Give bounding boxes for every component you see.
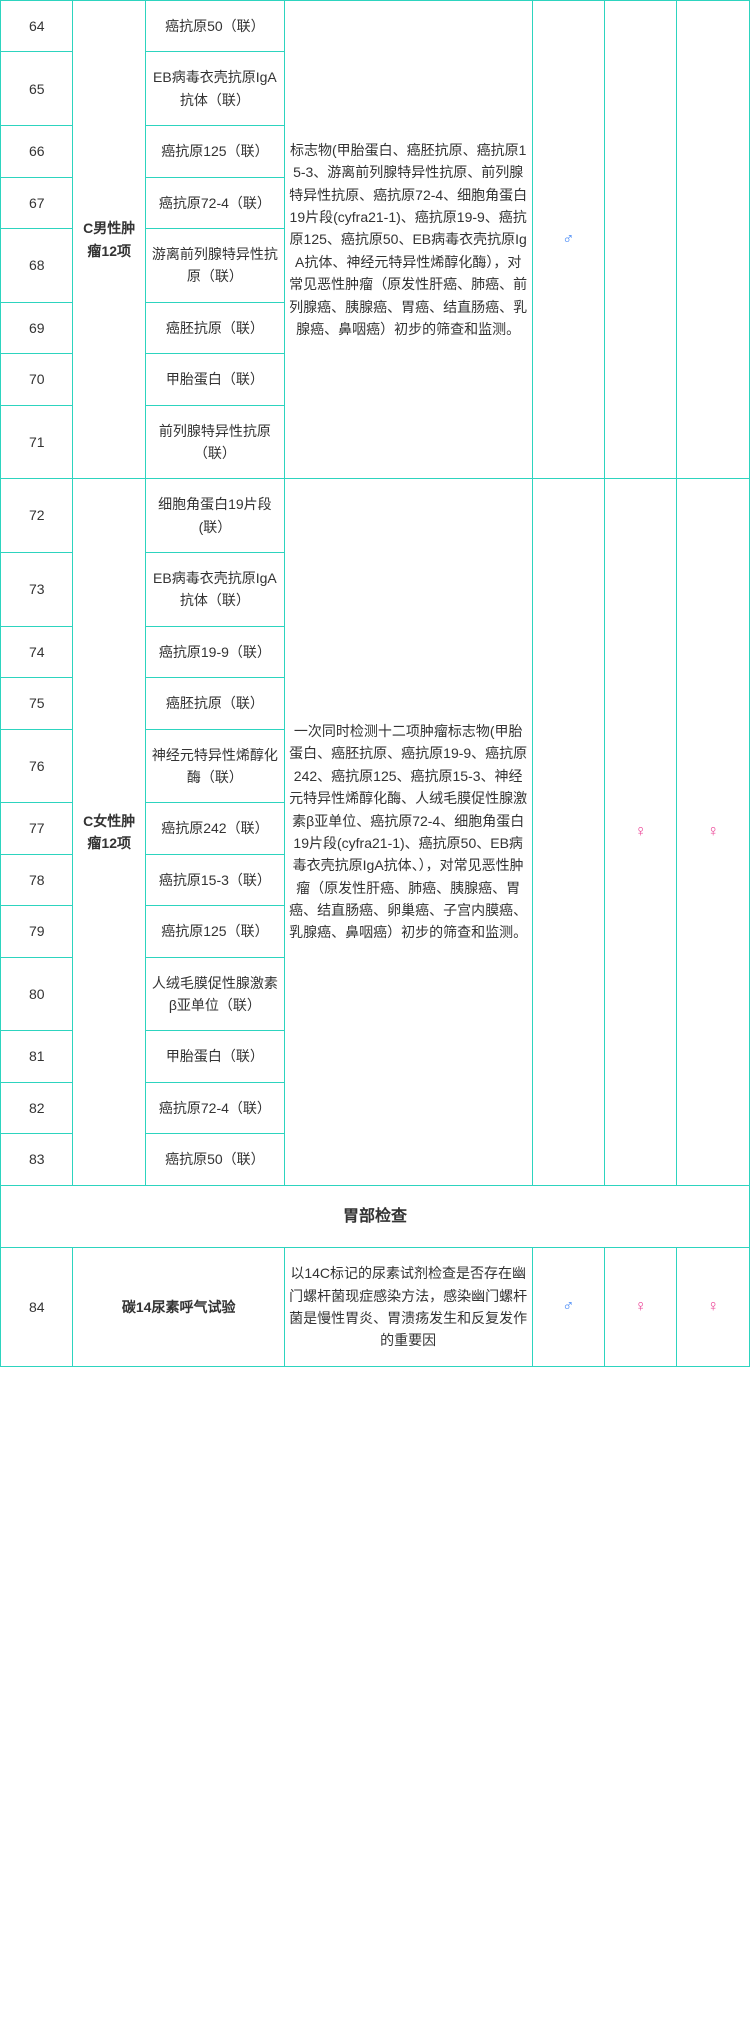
female-icon: ♀ <box>677 479 750 1185</box>
row-number: 81 <box>1 1031 73 1082</box>
male-icon: ♂ <box>532 1 604 479</box>
row-number: 68 <box>1 228 73 302</box>
table-row: 64 C男性肿瘤12项 癌抗原50（联） 标志物(甲胎蛋白、癌胚抗原、癌抗原15… <box>1 1 750 52</box>
table-row: 72 C女性肿瘤12项 细胞角蛋白19片段(联） 一次同时检测十二项肿瘤标志物(… <box>1 479 750 553</box>
row-number: 76 <box>1 729 73 803</box>
row-number: 82 <box>1 1082 73 1133</box>
female-icon: ♀ <box>604 479 676 1185</box>
row-number: 75 <box>1 678 73 729</box>
exam-item: 癌抗原15-3（联） <box>145 854 284 905</box>
gender-cell-empty <box>532 479 604 1185</box>
exam-item: 人绒毛膜促性腺激素β亚单位（联） <box>145 957 284 1031</box>
row-number: 84 <box>1 1248 73 1367</box>
row-number: 67 <box>1 177 73 228</box>
exam-item: 癌抗原242（联） <box>145 803 284 854</box>
description-cell: 一次同时检测十二项肿瘤标志物(甲胎蛋白、癌胚抗原、癌抗原19-9、癌抗原242、… <box>284 479 532 1185</box>
row-number: 79 <box>1 906 73 957</box>
row-number: 70 <box>1 354 73 405</box>
category-cell: C女性肿瘤12项 <box>73 479 145 1185</box>
description-cell: 标志物(甲胎蛋白、癌胚抗原、癌抗原15-3、游离前列腺特异性抗原、前列腺特异性抗… <box>284 1 532 479</box>
exam-item: 癌胚抗原（联） <box>145 678 284 729</box>
exam-item: 细胞角蛋白19片段(联） <box>145 479 284 553</box>
exam-item: 癌抗原19-9（联） <box>145 626 284 677</box>
row-number: 78 <box>1 854 73 905</box>
section-header-row: 胃部检查 <box>1 1185 750 1248</box>
table-row: 84 碳14尿素呼气试验 以14C标记的尿素试剂检查是否存在幽门螺杆菌现症感染方… <box>1 1248 750 1367</box>
exam-item: 游离前列腺特异性抗原（联） <box>145 228 284 302</box>
medical-exam-table: 64 C男性肿瘤12项 癌抗原50（联） 标志物(甲胎蛋白、癌胚抗原、癌抗原15… <box>0 0 750 1367</box>
row-number: 73 <box>1 553 73 627</box>
exam-item: 甲胎蛋白（联） <box>145 354 284 405</box>
description-cell: 以14C标记的尿素试剂检查是否存在幽门螺杆菌现症感染方法，感染幽门螺杆菌是慢性胃… <box>284 1248 532 1367</box>
row-number: 66 <box>1 126 73 177</box>
exam-item: 癌抗原125（联） <box>145 126 284 177</box>
exam-item: 前列腺特异性抗原（联） <box>145 405 284 479</box>
row-number: 72 <box>1 479 73 553</box>
section-header: 胃部检查 <box>1 1185 750 1248</box>
exam-item: 癌胚抗原（联） <box>145 302 284 353</box>
exam-item: 癌抗原72-4（联） <box>145 1082 284 1133</box>
exam-item: 碳14尿素呼气试验 <box>73 1248 284 1367</box>
row-number: 77 <box>1 803 73 854</box>
exam-item: 癌抗原50（联） <box>145 1134 284 1185</box>
exam-item: 癌抗原50（联） <box>145 1 284 52</box>
female-icon: ♀ <box>677 1248 750 1367</box>
row-number: 69 <box>1 302 73 353</box>
row-number: 80 <box>1 957 73 1031</box>
exam-item: 癌抗原125（联） <box>145 906 284 957</box>
exam-item: 癌抗原72-4（联） <box>145 177 284 228</box>
male-icon: ♂ <box>532 1248 604 1367</box>
row-number: 74 <box>1 626 73 677</box>
row-number: 64 <box>1 1 73 52</box>
row-number: 71 <box>1 405 73 479</box>
exam-item: 神经元特异性烯醇化酶（联） <box>145 729 284 803</box>
row-number: 65 <box>1 52 73 126</box>
row-number: 83 <box>1 1134 73 1185</box>
exam-item: EB病毒衣壳抗原IgA抗体（联） <box>145 553 284 627</box>
exam-item: 甲胎蛋白（联） <box>145 1031 284 1082</box>
gender-cell-empty <box>604 1 676 479</box>
exam-item: EB病毒衣壳抗原IgA抗体（联） <box>145 52 284 126</box>
category-cell: C男性肿瘤12项 <box>73 1 145 479</box>
female-icon: ♀ <box>604 1248 676 1367</box>
gender-cell-empty <box>677 1 750 479</box>
